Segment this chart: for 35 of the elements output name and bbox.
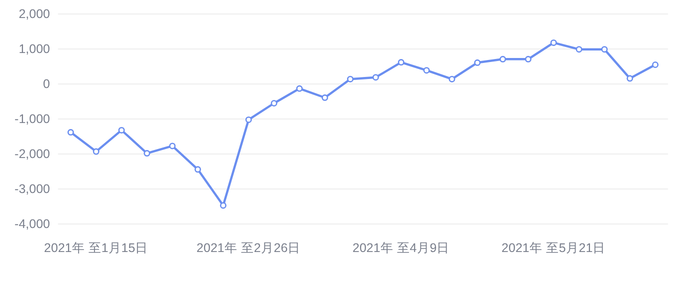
point bbox=[270, 100, 278, 106]
y-tick-label: 0 bbox=[43, 77, 50, 91]
point bbox=[601, 46, 608, 53]
x-tick-label: 2021年 至5月21日 bbox=[502, 241, 606, 255]
point bbox=[474, 59, 481, 66]
point bbox=[500, 56, 506, 62]
point bbox=[118, 126, 125, 134]
point bbox=[652, 62, 659, 68]
point bbox=[347, 76, 354, 82]
point bbox=[626, 75, 634, 82]
point bbox=[245, 116, 252, 123]
point bbox=[398, 59, 404, 66]
point bbox=[524, 56, 532, 62]
point bbox=[144, 150, 150, 157]
x-tick-label: 2021年 至4月9日 bbox=[352, 241, 450, 255]
y-tick-label: -3,000 bbox=[14, 182, 50, 196]
y-tick-label: -1,000 bbox=[14, 112, 50, 126]
point bbox=[550, 39, 557, 46]
point bbox=[67, 129, 74, 136]
point bbox=[169, 142, 176, 150]
x-tick-label: 2021年 至2月26日 bbox=[196, 241, 301, 255]
y-tick-label: -2,000 bbox=[14, 147, 50, 161]
y-tick-label: -4,000 bbox=[14, 217, 50, 231]
point bbox=[322, 94, 328, 101]
point bbox=[194, 166, 202, 173]
point bbox=[372, 74, 379, 81]
y-tick-label: 1,000 bbox=[18, 42, 50, 56]
point bbox=[576, 46, 582, 53]
point bbox=[92, 148, 100, 155]
x-tick-label: 2021年 至1月15日 bbox=[44, 241, 148, 255]
point bbox=[296, 85, 303, 92]
point bbox=[423, 67, 430, 74]
point bbox=[220, 202, 226, 209]
y-tick-label: 2,000 bbox=[18, 7, 50, 21]
point bbox=[448, 76, 456, 82]
